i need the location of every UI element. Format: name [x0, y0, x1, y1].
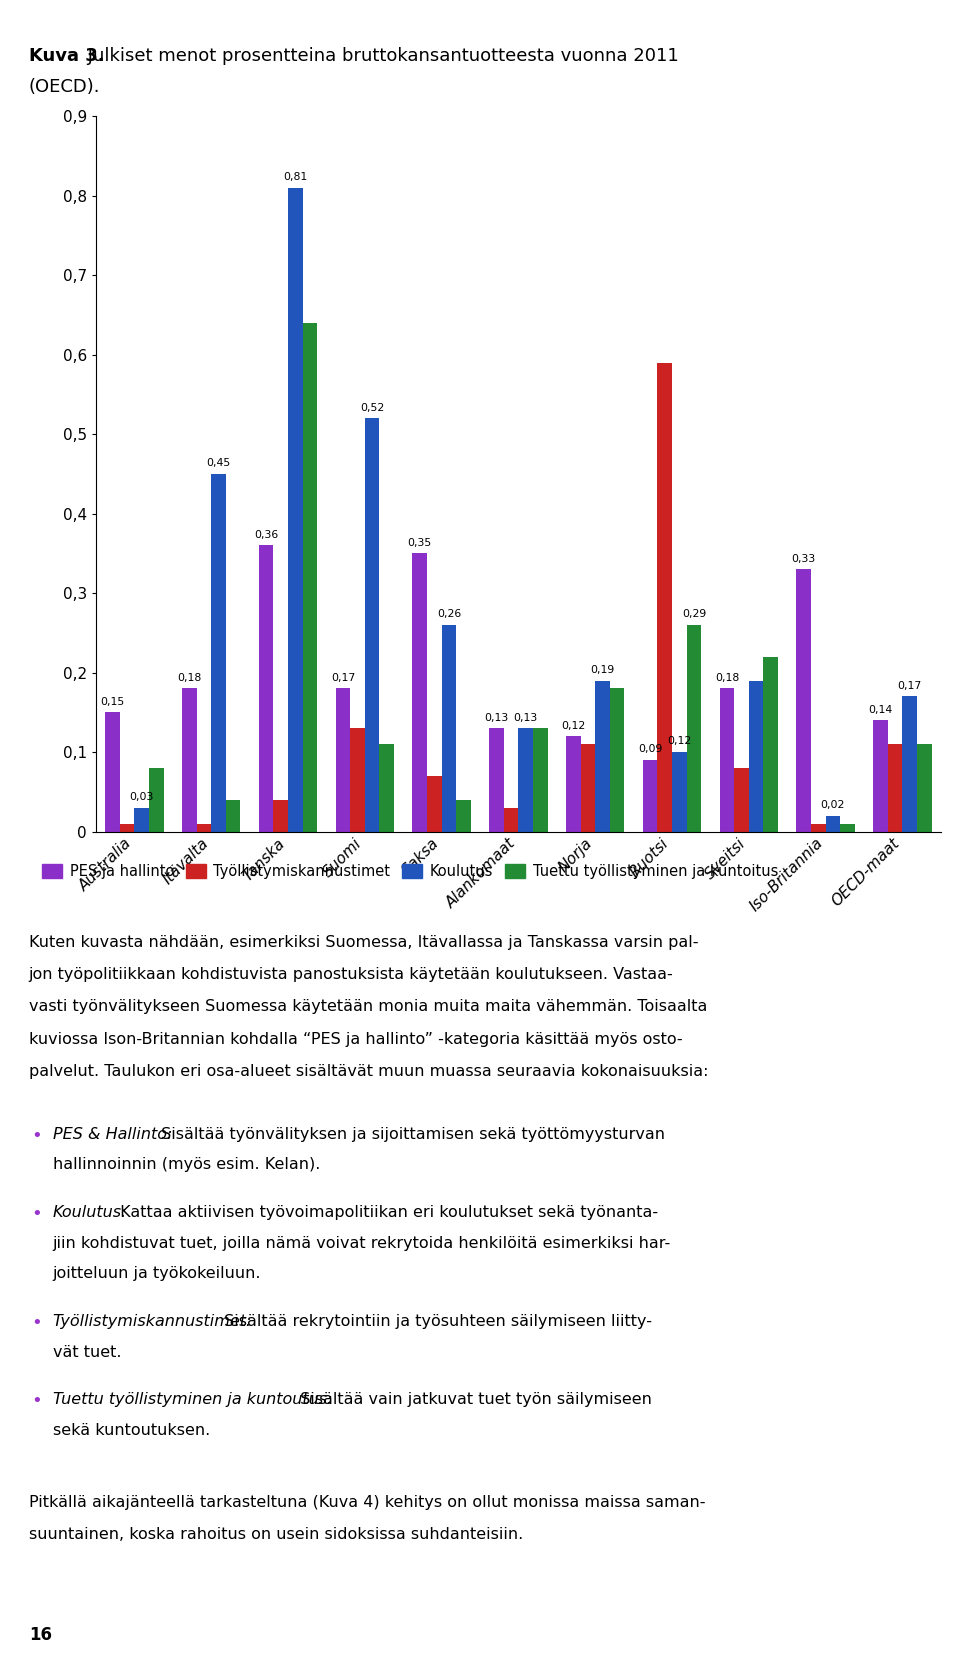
Text: 0,18: 0,18	[715, 674, 739, 683]
Bar	[902, 697, 917, 832]
Bar	[120, 823, 134, 832]
Bar	[672, 752, 686, 832]
Bar	[350, 728, 365, 832]
Text: kuviossa Ison-Britannian kohdalla “PES ja hallinto” -kategoria käsittää myös ost: kuviossa Ison-Britannian kohdalla “PES j…	[29, 1031, 683, 1048]
Bar	[211, 474, 226, 832]
Text: 0,03: 0,03	[130, 792, 154, 802]
Text: 0,12: 0,12	[562, 720, 586, 730]
Text: 0,33: 0,33	[792, 554, 816, 564]
Bar	[658, 363, 672, 832]
Bar	[917, 743, 931, 832]
Text: 0,09: 0,09	[638, 745, 662, 755]
Text: Sisältää työnvälityksen ja sijoittamisen sekä työttömyysturvan: Sisältää työnvälityksen ja sijoittamisen…	[156, 1128, 665, 1142]
Bar	[581, 743, 595, 832]
Bar	[427, 777, 442, 832]
Text: 0,12: 0,12	[667, 737, 691, 747]
Bar	[226, 800, 240, 832]
Text: suuntainen, koska rahoitus on usein sidoksissa suhdanteisiin.: suuntainen, koska rahoitus on usein sido…	[29, 1527, 523, 1543]
Text: 0,35: 0,35	[408, 537, 432, 547]
Text: 0,81: 0,81	[283, 173, 307, 183]
Bar	[874, 720, 888, 832]
Text: 0,15: 0,15	[101, 697, 125, 707]
Text: 0,02: 0,02	[821, 800, 845, 810]
Text: 0,52: 0,52	[360, 402, 384, 412]
Bar	[302, 323, 317, 832]
Bar	[749, 680, 763, 832]
Text: 16: 16	[29, 1626, 52, 1645]
Text: jiin kohdistuvat tuet, joilla nämä voivat rekrytoida henkilöitä esimerkiksi har-: jiin kohdistuvat tuet, joilla nämä voiva…	[53, 1236, 671, 1251]
Bar	[686, 625, 701, 832]
Bar	[763, 657, 778, 832]
Text: Kuva 3.: Kuva 3.	[29, 47, 105, 65]
Bar	[888, 743, 902, 832]
Text: •: •	[32, 1128, 42, 1144]
Text: 0,13: 0,13	[514, 713, 538, 723]
Bar	[826, 815, 840, 832]
Bar	[533, 728, 547, 832]
Text: sekä kuntoutuksen.: sekä kuntoutuksen.	[53, 1422, 210, 1438]
Text: joitteluun ja työkokeiluun.: joitteluun ja työkokeiluun.	[53, 1267, 261, 1282]
Text: Julkiset menot prosentteina bruttokansantuotteesta vuonna 2011: Julkiset menot prosentteina bruttokansan…	[82, 47, 679, 65]
Text: hallinnoinnin (myös esim. Kelan).: hallinnoinnin (myös esim. Kelan).	[53, 1157, 321, 1172]
Text: Sisältää rekrytointiin ja työsuhteen säilymiseen liitty-: Sisältää rekrytointiin ja työsuhteen säi…	[219, 1314, 652, 1329]
Bar	[797, 569, 811, 832]
Bar	[182, 688, 197, 832]
Text: 0,29: 0,29	[682, 609, 706, 619]
Text: vasti työnvälitykseen Suomessa käytetään monia muita maita vähemmän. Toisaalta: vasti työnvälitykseen Suomessa käytetään…	[29, 999, 708, 1014]
Bar	[456, 800, 470, 832]
Bar	[840, 823, 854, 832]
Text: Sisältää vain jatkuvat tuet työn säilymiseen: Sisältää vain jatkuvat tuet työn säilymi…	[295, 1392, 652, 1407]
Text: •: •	[32, 1204, 42, 1222]
Bar	[365, 419, 379, 832]
Bar	[288, 188, 302, 832]
Text: 0,26: 0,26	[437, 609, 461, 619]
Text: jon työpolitiikkaan kohdistuvista panostuksista käytetään koulutukseen. Vastaa-: jon työpolitiikkaan kohdistuvista panost…	[29, 966, 674, 983]
Text: Tuettu työllistyminen ja kuntoutus:: Tuettu työllistyminen ja kuntoutus:	[53, 1392, 332, 1407]
Text: 0,13: 0,13	[485, 713, 509, 723]
Bar	[274, 800, 288, 832]
Bar	[566, 737, 581, 832]
Text: Pitkällä aikajänteellä tarkasteltuna (Kuva 4) kehitys on ollut monissa maissa sa: Pitkällä aikajänteellä tarkasteltuna (Ku…	[29, 1495, 706, 1510]
Text: vät tuet.: vät tuet.	[53, 1344, 121, 1360]
Text: 0,36: 0,36	[254, 530, 278, 540]
Text: 0,17: 0,17	[331, 674, 355, 683]
Text: •: •	[32, 1392, 42, 1410]
Bar	[518, 728, 533, 832]
Text: Työllistymiskannustimet:: Työllistymiskannustimet:	[53, 1314, 252, 1329]
Text: 0,45: 0,45	[206, 459, 230, 469]
Bar	[442, 625, 456, 832]
Bar	[336, 688, 350, 832]
Bar	[149, 768, 163, 832]
Legend: PES ja hallinto, Työllistymiskannustimet, Koulutus, Tuettu työllistyminen ja kun: PES ja hallinto, Työllistymiskannustimet…	[36, 858, 783, 885]
Bar	[134, 808, 149, 832]
Text: •: •	[32, 1314, 42, 1332]
Bar	[197, 823, 211, 832]
Text: Kuten kuvasta nähdään, esimerkiksi Suomessa, Itävallassa ja Tanskassa varsin pal: Kuten kuvasta nähdään, esimerkiksi Suome…	[29, 935, 698, 950]
Bar	[811, 823, 826, 832]
Bar	[413, 554, 427, 832]
Bar	[379, 743, 394, 832]
Text: Kattaa aktiivisen työvoimapolitiikan eri koulutukset sekä työnanta-: Kattaa aktiivisen työvoimapolitiikan eri…	[115, 1204, 659, 1221]
Bar	[643, 760, 658, 832]
Text: 0,18: 0,18	[178, 674, 202, 683]
Bar	[595, 680, 610, 832]
Bar	[259, 545, 274, 832]
Bar	[490, 728, 504, 832]
Text: 0,17: 0,17	[898, 680, 922, 690]
Bar	[720, 688, 734, 832]
Text: PES & Hallinto:: PES & Hallinto:	[53, 1128, 172, 1142]
Bar	[734, 768, 749, 832]
Bar	[504, 808, 518, 832]
Text: (OECD).: (OECD).	[29, 78, 100, 96]
Text: palvelut. Taulukon eri osa-alueet sisältävät muun muassa seuraavia kokonaisuuksi: palvelut. Taulukon eri osa-alueet sisält…	[29, 1064, 708, 1079]
Text: Koulutus:: Koulutus:	[53, 1204, 128, 1221]
Bar	[610, 688, 624, 832]
Text: 0,14: 0,14	[869, 705, 893, 715]
Text: 0,19: 0,19	[590, 665, 614, 675]
Bar	[106, 712, 120, 832]
